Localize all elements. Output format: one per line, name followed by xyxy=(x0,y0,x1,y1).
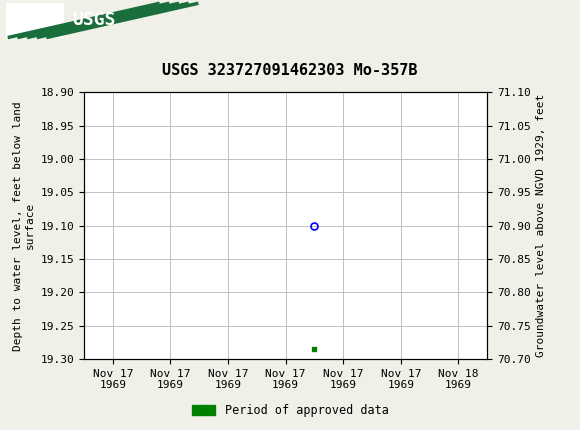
Text: USGS: USGS xyxy=(72,12,116,29)
Y-axis label: Groundwater level above NGVD 1929, feet: Groundwater level above NGVD 1929, feet xyxy=(536,94,546,357)
Y-axis label: Depth to water level, feet below land
surface: Depth to water level, feet below land su… xyxy=(13,101,35,350)
Text: USGS 323727091462303 Mo-357B: USGS 323727091462303 Mo-357B xyxy=(162,64,418,78)
Bar xyxy=(6,3,64,37)
Legend: Period of approved data: Period of approved data xyxy=(187,399,393,422)
